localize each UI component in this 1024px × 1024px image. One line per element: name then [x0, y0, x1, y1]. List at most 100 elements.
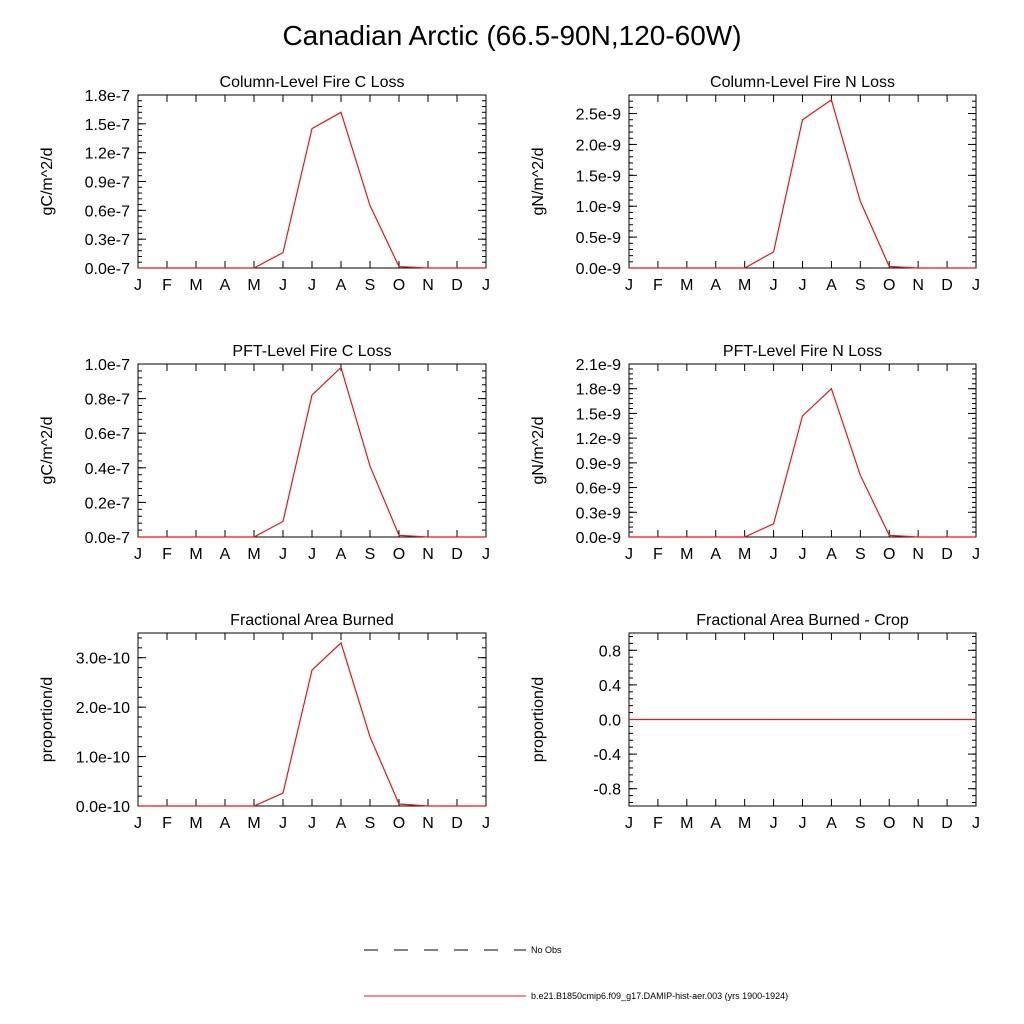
y-tick-label: 1.5e-9	[576, 406, 621, 423]
x-tick-label: F	[653, 277, 663, 294]
x-tick-label: A	[710, 815, 721, 832]
y-tick-label: -0.4	[593, 747, 621, 764]
x-tick-label: A	[220, 815, 231, 832]
x-tick-label: A	[336, 277, 347, 294]
x-tick-label: N	[422, 546, 434, 563]
x-tick-label: A	[826, 546, 837, 563]
x-tick-label: J	[134, 546, 142, 563]
x-tick-label: M	[738, 815, 751, 832]
x-tick-label: A	[220, 277, 231, 294]
panel-title: Fractional Area Burned	[230, 612, 394, 629]
panel-title: Fractional Area Burned - Crop	[696, 612, 909, 629]
x-tick-label: M	[680, 546, 693, 563]
x-tick-label: M	[680, 277, 693, 294]
x-tick-label: D	[451, 277, 463, 294]
y-tick-label: 0.0e-9	[576, 530, 621, 547]
x-tick-label: J	[972, 277, 980, 294]
x-tick-label: J	[482, 546, 490, 563]
y-tick-label: 0.9e-7	[85, 175, 130, 192]
x-tick-label: A	[826, 277, 837, 294]
y-tick-label: 0.4e-7	[85, 461, 130, 478]
y-axis-label: gN/m^2/d	[530, 148, 547, 216]
x-tick-label: J	[279, 277, 287, 294]
y-tick-label: 1.0e-10	[76, 750, 130, 767]
x-tick-label: F	[162, 546, 172, 563]
y-tick-label: 3.0e-10	[76, 651, 130, 668]
series-line	[629, 98, 976, 269]
x-tick-label: O	[883, 815, 895, 832]
x-tick-label: J	[799, 815, 807, 832]
x-tick-label: S	[855, 546, 866, 563]
x-tick-label: S	[365, 277, 376, 294]
x-tick-label: J	[308, 277, 316, 294]
y-tick-label: 0.2e-7	[85, 495, 130, 512]
x-tick-label: S	[365, 546, 376, 563]
plot-frame	[137, 632, 487, 807]
x-tick-label: O	[393, 815, 405, 832]
x-tick-label: N	[422, 277, 434, 294]
x-tick-label: A	[710, 277, 721, 294]
y-axis-label: gN/m^2/d	[530, 417, 547, 485]
panel-title: Column-Level Fire C Loss	[220, 74, 405, 91]
x-tick-label: M	[189, 815, 202, 832]
y-tick-label: 0.6e-7	[85, 426, 130, 443]
x-tick-label: M	[189, 546, 202, 563]
y-tick-label: 0.6e-7	[85, 203, 130, 220]
x-tick-label: A	[336, 815, 347, 832]
x-tick-label: O	[883, 546, 895, 563]
x-tick-label: J	[482, 815, 490, 832]
y-tick-label: 0.9e-9	[576, 456, 621, 473]
x-tick-label: J	[279, 546, 287, 563]
y-tick-label: 0.0e-7	[85, 530, 130, 547]
x-tick-label: J	[308, 815, 316, 832]
panel-title: Column-Level Fire N Loss	[710, 74, 895, 91]
y-tick-label: 0.4	[599, 678, 621, 695]
y-tick-label: 1.8e-7	[85, 88, 130, 105]
y-tick-label: 0.0e-10	[76, 799, 130, 816]
x-tick-label: J	[134, 815, 142, 832]
y-tick-label: 0.8	[599, 643, 621, 660]
x-tick-label: M	[738, 546, 751, 563]
panel-title: PFT-Level Fire N Loss	[723, 343, 882, 360]
y-tick-label: 0.0e-7	[85, 261, 130, 278]
x-tick-label: A	[826, 815, 837, 832]
x-tick-label: M	[247, 815, 260, 832]
x-tick-label: J	[770, 277, 778, 294]
x-tick-label: J	[972, 815, 980, 832]
x-tick-label: J	[625, 815, 633, 832]
x-tick-label: A	[220, 546, 231, 563]
x-tick-label: J	[625, 277, 633, 294]
y-tick-label: 0.3e-7	[85, 232, 130, 249]
plot-frame	[628, 363, 977, 538]
x-tick-label: N	[912, 277, 924, 294]
y-tick-label: 1.5e-7	[85, 117, 130, 134]
y-tick-label: 2.1e-9	[576, 357, 621, 374]
y-tick-label: 0.3e-9	[576, 505, 621, 522]
y-tick-label: -0.8	[593, 782, 621, 799]
x-tick-label: O	[393, 546, 405, 563]
y-tick-label: 0.0e-9	[576, 261, 621, 278]
panel-6: Fractional Area Burned - Crop proportion/…	[530, 612, 980, 832]
y-tick-label: 1.5e-9	[576, 168, 621, 185]
y-tick-label: 0.5e-9	[576, 230, 621, 247]
y-tick-label: 1.8e-9	[576, 382, 621, 399]
legend: No Obs b.e21.B1850cmip6.f09_g17.DAMIP-his…	[364, 945, 788, 1001]
series-line	[138, 111, 486, 269]
y-axis-label: proportion/d	[530, 677, 547, 762]
x-tick-label: M	[738, 277, 751, 294]
x-tick-label: D	[451, 546, 463, 563]
y-tick-label: 2.0e-9	[576, 137, 621, 154]
x-tick-label: J	[308, 546, 316, 563]
y-tick-label: 1.0e-7	[85, 357, 130, 374]
x-tick-label: S	[855, 277, 866, 294]
x-tick-label: J	[279, 815, 287, 832]
y-tick-label: 1.2e-9	[576, 431, 621, 448]
y-tick-label: 2.5e-9	[576, 107, 621, 124]
x-tick-label: O	[393, 277, 405, 294]
y-tick-label: 0.0	[599, 713, 621, 730]
